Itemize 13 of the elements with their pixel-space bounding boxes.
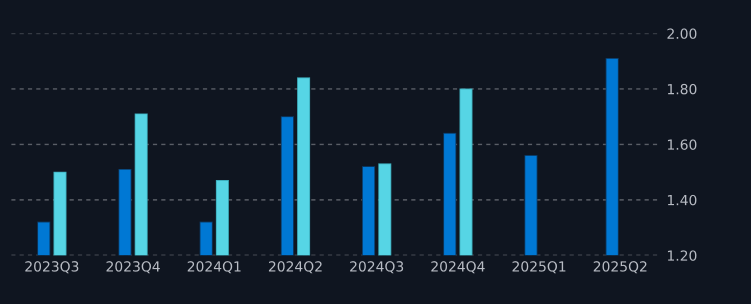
x-tick-label: 2023Q4	[106, 261, 160, 274]
y-tick-label: 1.60	[668, 139, 696, 150]
x-tick-label: 2024Q2	[268, 261, 322, 274]
y-tick-label: 1.40	[668, 194, 696, 206]
x-tick-label: 2025Q1	[512, 261, 566, 274]
y-tick-label: 1.80	[668, 84, 696, 94]
x-tick-label: 2024Q3	[350, 261, 404, 274]
x-tick-label: 2025Q2	[594, 261, 646, 274]
x-tick-label: 2024Q1	[188, 261, 241, 274]
y-tick-label: 1.20	[668, 250, 696, 261]
x-tick-label: 2023Q3	[25, 261, 78, 274]
y-tick-label: 2.00	[667, 28, 696, 39]
x-tick-label: 2024Q4	[431, 261, 485, 274]
